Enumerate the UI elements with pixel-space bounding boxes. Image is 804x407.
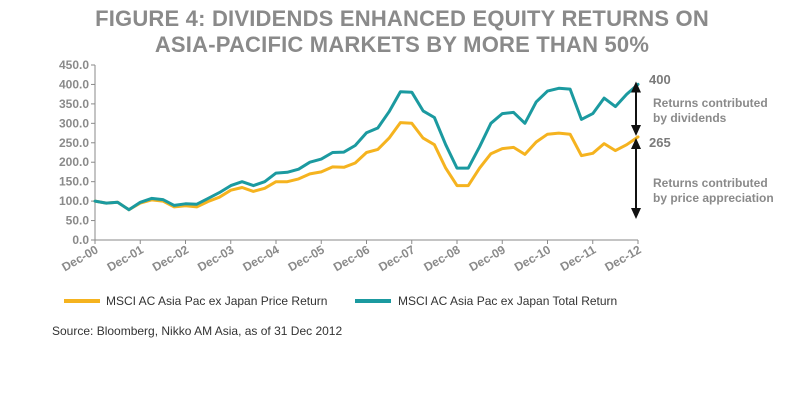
- price-arrow-head-down: [631, 208, 641, 219]
- chart-title-line1: FIGURE 4: DIVIDENDS ENHANCED EQUITY RETU…: [95, 6, 709, 31]
- y-tick-label: 350.0: [59, 97, 89, 111]
- y-tick-label: 250.0: [59, 136, 89, 150]
- x-tick-label: Dec-06: [331, 242, 372, 274]
- price-arrow-head-up: [631, 137, 641, 149]
- x-tick-label: Dec-01: [105, 242, 146, 274]
- chart-legend: MSCI AC Asia Pac ex Japan Price Return MS…: [64, 294, 617, 308]
- price-label-line1: Returns contributed: [653, 176, 768, 190]
- x-tick-label: Dec-03: [195, 242, 236, 274]
- annotation-top-value: 400: [649, 72, 671, 87]
- dividends-arrow-head-up: [631, 81, 641, 93]
- y-tick-label: 150.0: [59, 175, 89, 189]
- price-label-line2: by price appreciation: [653, 191, 774, 205]
- dividends-label-line2: by dividends: [653, 111, 727, 125]
- source-note: Source: Bloomberg, Nikko AM Asia, as of …: [52, 324, 343, 338]
- total-return-line: [93, 82, 640, 212]
- x-tick-label: Dec-04: [240, 242, 281, 274]
- x-tick-label: Dec-02: [150, 242, 191, 274]
- x-tick-label: Dec-10: [512, 242, 553, 274]
- legend-label-total: MSCI AC Asia Pac ex Japan Total Return: [398, 294, 617, 308]
- x-tick-label: Dec-11: [558, 242, 599, 274]
- chart-title-line2: ASIA-PACIFIC MARKETS BY MORE THAN 50%: [154, 32, 650, 57]
- dividends-arrow-head-down: [631, 124, 641, 136]
- x-tick-label: Dec-08: [421, 242, 462, 274]
- y-tick-label: 400.0: [59, 77, 89, 91]
- chart-title: FIGURE 4: DIVIDENDS ENHANCED EQUITY RETU…: [0, 6, 804, 58]
- y-tick-label: 100.0: [59, 194, 89, 208]
- x-tick-label: Dec-07: [376, 242, 417, 274]
- x-tick-label: Dec-00: [59, 242, 100, 274]
- legend-label-price: MSCI AC Asia Pac ex Japan Price Return: [106, 294, 327, 308]
- y-tick-label: 200.0: [59, 155, 89, 169]
- y-tick-label: 0.0: [72, 233, 89, 247]
- x-tick-label: Dec-12: [602, 242, 643, 274]
- x-tick-label: Dec-09: [467, 242, 508, 274]
- y-tick-label: 300.0: [59, 116, 89, 130]
- y-tick-label: 450.0: [59, 58, 89, 72]
- chart-series: [93, 82, 640, 212]
- price-return-line: [93, 121, 640, 212]
- dividends-label-line1: Returns contributed: [653, 96, 768, 110]
- y-tick-label: 50.0: [66, 214, 90, 228]
- x-tick-label: Dec-05: [286, 242, 327, 274]
- annotation-mid-value: 265: [649, 135, 671, 150]
